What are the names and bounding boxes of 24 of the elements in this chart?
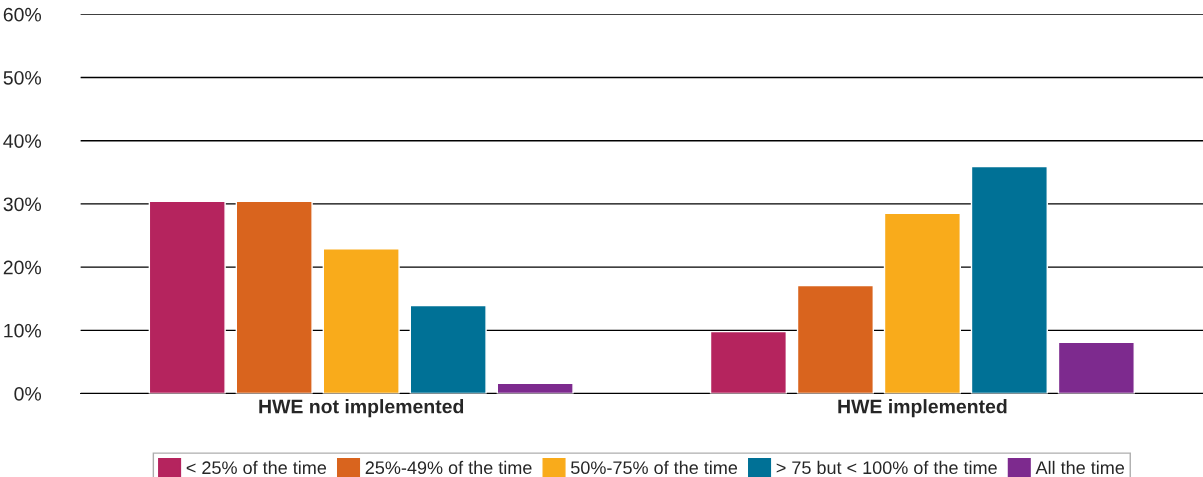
y-tick-label: 50% [3, 70, 42, 85]
bar [883, 212, 961, 394]
legend-label: < 25% of the time [186, 460, 327, 475]
bar [709, 330, 788, 394]
legend-label: 50%-75% of the time [571, 460, 738, 475]
x-tick-label: HWE implemented [838, 399, 1007, 418]
bar [409, 304, 487, 394]
x-tick-label: HWE not implemented [259, 399, 464, 418]
bar [796, 284, 874, 394]
legend-label: > 75 but < 100% of the time [776, 460, 997, 475]
y-tick-label: 20% [3, 260, 42, 275]
bar [970, 165, 1048, 394]
y-tick-label: 60% [3, 7, 42, 22]
y-tick-label: 10% [4, 323, 42, 338]
y-tick-label: 30% [3, 197, 42, 212]
bar [322, 248, 400, 394]
legend-label: 25%-49% of the time [365, 460, 532, 475]
bar [235, 200, 313, 394]
y-tick-label: 0% [14, 386, 42, 401]
y-tick-label: 40% [3, 134, 42, 148]
bar [148, 200, 226, 394]
bar [1057, 341, 1135, 394]
bar [496, 382, 574, 394]
legend-label: All the time [1035, 460, 1125, 475]
